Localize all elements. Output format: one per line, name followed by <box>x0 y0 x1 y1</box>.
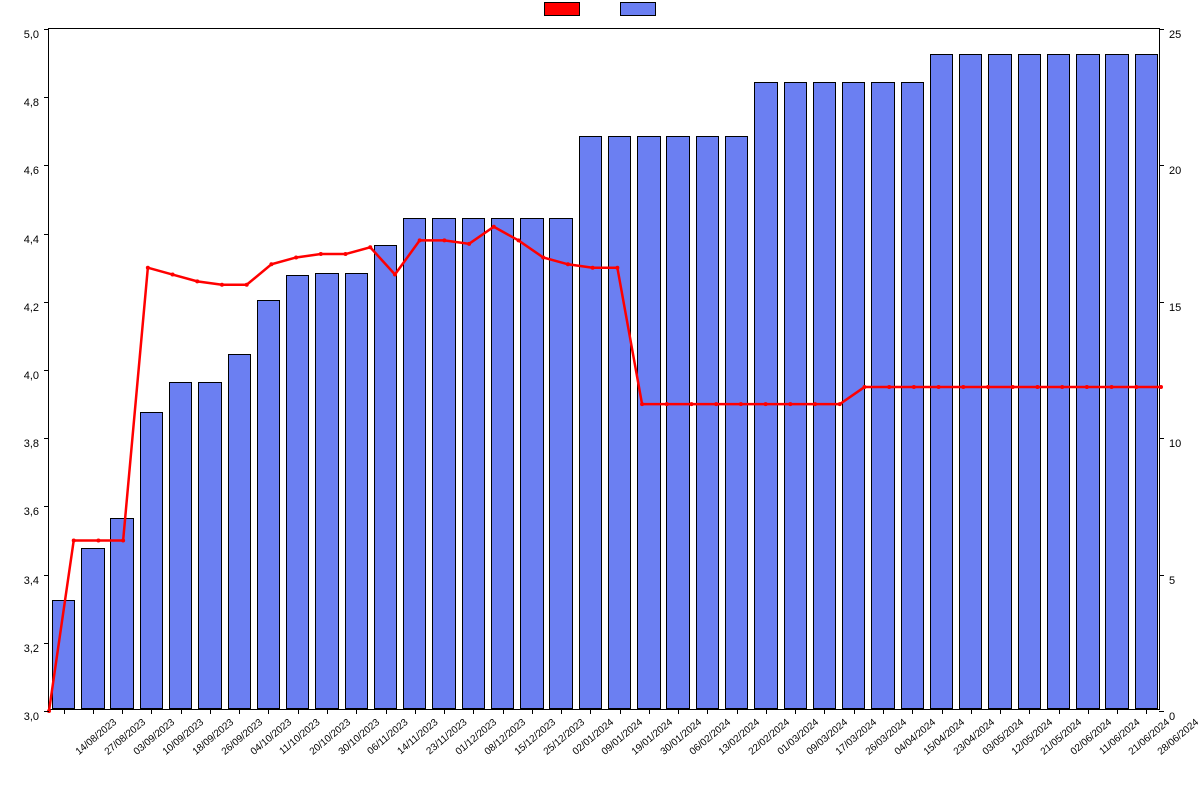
line-marker <box>344 252 348 256</box>
line-marker <box>121 539 125 543</box>
line-marker <box>764 402 768 406</box>
line-marker <box>591 266 595 270</box>
line-layer <box>49 29 1161 711</box>
y-left-tick-label: 4,4 <box>24 234 39 246</box>
line-marker <box>492 225 496 229</box>
line-marker <box>96 539 100 543</box>
y-left-tick-label: 5,0 <box>24 29 39 41</box>
line-marker <box>541 255 545 259</box>
line-marker <box>1011 385 1015 389</box>
line-marker <box>937 385 941 389</box>
line-marker <box>393 273 397 277</box>
line-series <box>49 227 1161 711</box>
line-marker <box>517 238 521 242</box>
line-marker <box>418 238 422 242</box>
line-marker <box>72 539 76 543</box>
line-marker <box>467 242 471 246</box>
y-left-tick-label: 3,4 <box>24 575 39 587</box>
y-right-tick-label: 15 <box>1169 302 1181 314</box>
y-left-tick-label: 4,8 <box>24 97 39 109</box>
y-left-tick-label: 4,6 <box>24 165 39 177</box>
line-marker <box>961 385 965 389</box>
y-right-tick-label: 0 <box>1169 711 1175 723</box>
line-marker <box>1085 385 1089 389</box>
line-marker <box>1134 385 1138 389</box>
line-marker <box>319 252 323 256</box>
y-right-tick-label: 10 <box>1169 438 1181 450</box>
y-right-tick-label: 5 <box>1169 575 1175 587</box>
y-right-tick-label: 20 <box>1169 165 1181 177</box>
line-marker <box>442 238 446 242</box>
line-marker <box>269 262 273 266</box>
line-marker <box>294 255 298 259</box>
line-marker <box>714 402 718 406</box>
y-left-tick-label: 3,2 <box>24 643 39 655</box>
y-left-tick-label: 3,6 <box>24 506 39 518</box>
y-left-tick-label: 3,0 <box>24 711 39 723</box>
line-marker <box>368 245 372 249</box>
line-marker <box>146 266 150 270</box>
line-marker <box>887 385 891 389</box>
dual-axis-chart: 3,0 3,2 3,4 3,6 3,8 4,0 4,2 4,4 4,6 4,8 5,0 0 5 10 15 2… <box>0 0 1200 800</box>
plot-area: 3,03,23,43,63,84,04,24,44,64,85,00510152… <box>48 28 1160 710</box>
line-marker <box>220 283 224 287</box>
line-marker <box>640 402 644 406</box>
line-marker <box>195 279 199 283</box>
y-left-tick-label: 3,8 <box>24 438 39 450</box>
line-marker <box>838 402 842 406</box>
legend <box>0 2 1200 20</box>
y-right-tick-label: 25 <box>1169 29 1181 41</box>
line-marker <box>739 402 743 406</box>
line-marker <box>788 402 792 406</box>
line-marker <box>986 385 990 389</box>
line-marker <box>912 385 916 389</box>
y-left-tick-label: 4,2 <box>24 302 39 314</box>
line-marker <box>566 262 570 266</box>
line-marker <box>689 402 693 406</box>
line-marker <box>813 402 817 406</box>
line-marker <box>1110 385 1114 389</box>
line-marker <box>1060 385 1064 389</box>
y-left-tick-label: 4,0 <box>24 370 39 382</box>
line-marker <box>171 273 175 277</box>
line-marker <box>245 283 249 287</box>
legend-bar-swatch <box>620 2 656 16</box>
line-marker <box>1035 385 1039 389</box>
legend-line-swatch <box>544 2 580 16</box>
line-marker <box>665 402 669 406</box>
line-marker <box>862 385 866 389</box>
line-marker <box>1159 385 1163 389</box>
line-marker <box>615 266 619 270</box>
